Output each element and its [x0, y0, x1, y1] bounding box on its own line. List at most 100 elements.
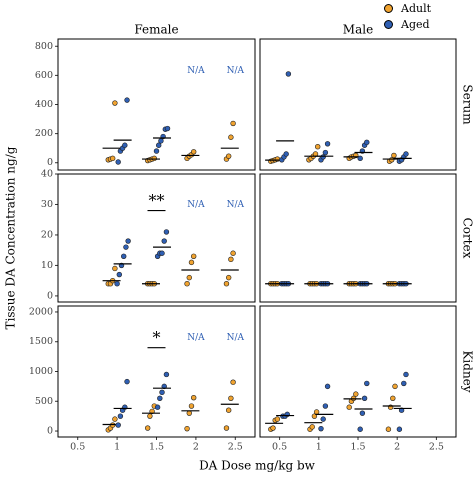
point-kidney-female-aged-1-4	[124, 378, 130, 385]
na-label-serum-female-0: N/A	[187, 66, 205, 76]
na-label-serum-female-1: N/A	[227, 66, 245, 76]
point-serum-female-aged-1.5-5	[164, 125, 171, 132]
y-tick-label-cortex-0: 0	[47, 290, 53, 301]
point-kidney-female-adult-2.5-0	[223, 425, 230, 431]
y-tick-label-kidney-3: 1500	[29, 336, 53, 347]
point-kidney-female-adult-1-3	[112, 416, 118, 422]
x-tick-label-male-2: 1.5	[350, 442, 365, 453]
legend-dot-aged	[384, 19, 393, 29]
point-kidney-male-aged-1.5-1	[359, 410, 366, 416]
point-serum-female-aged-1.5-0	[153, 148, 160, 154]
panel-kidney-male	[259, 305, 457, 438]
row-label-cortex: Cortex	[461, 218, 474, 259]
y-tick-label-serum-2: 400	[35, 99, 53, 110]
y-tick-label-cortex-2: 20	[41, 229, 53, 240]
point-kidney-female-aged-1-0	[115, 422, 121, 428]
point-serum-female-adult-1-2	[109, 155, 116, 162]
point-cortex-female-adult-2-0	[184, 281, 190, 287]
na-label-cortex-female-1: N/A	[227, 200, 245, 210]
y-tick-label-serum-1: 200	[35, 128, 53, 139]
x-tick-label-female-2: 1.5	[149, 442, 164, 453]
point-serum-female-adult-1-3	[112, 100, 118, 106]
point-kidney-male-aged-1-0	[318, 425, 324, 432]
point-kidney-male-aged-1-1	[320, 416, 326, 422]
point-kidney-male-aged-1-3	[324, 383, 331, 390]
y-tick-label-kidney-1: 500	[35, 396, 53, 407]
y-tick-label-cortex-1: 10	[41, 260, 53, 271]
point-serum-male-aged-0.5-3	[285, 71, 292, 77]
point-kidney-male-aged-1.5-2	[361, 395, 368, 401]
point-cortex-female-aged-1-0	[114, 281, 120, 287]
legend-label-adult: Adult	[401, 1, 432, 15]
point-kidney-female-adult-1.5-0	[144, 425, 151, 431]
x-tick-label-male-0: 0.5	[272, 442, 287, 453]
panel-serum-male	[259, 38, 457, 171]
point-serum-male-adult-2-1	[389, 157, 395, 163]
legend-item-adult: Adult	[384, 0, 431, 16]
y-tick-label-kidney-4: 2000	[29, 306, 53, 317]
point-kidney-male-adult-1.5-3	[353, 391, 359, 397]
row-label-serum: Serum	[461, 84, 474, 125]
x-tick-label-male-4: 2.5	[429, 442, 444, 453]
point-kidney-male-aged-2-2	[401, 380, 407, 387]
point-kidney-male-adult-0.5-3	[274, 416, 281, 422]
point-kidney-female-aged-1.5-1	[157, 395, 163, 401]
point-cortex-female-aged-1.5-3	[161, 238, 167, 244]
legend: Adult Aged	[384, 0, 431, 32]
point-kidney-male-aged-1-2	[322, 403, 329, 409]
point-serum-male-aged-1.5-3	[364, 139, 370, 146]
point-serum-female-adult-2.5-2	[228, 134, 234, 140]
point-serum-female-adult-2-3	[190, 149, 197, 155]
column-label-female: Female	[134, 23, 178, 37]
point-cortex-female-adult-2-1	[186, 274, 192, 281]
point-cortex-female-adult-2-2	[188, 259, 195, 266]
point-cortex-female-aged-1.5-2	[159, 250, 165, 256]
point-cortex-female-aged-1-4	[123, 244, 129, 250]
na-label-kidney-female-1: N/A	[227, 333, 245, 343]
legend-dot-adult	[384, 3, 393, 13]
point-cortex-female-adult-2.5-0	[223, 281, 230, 287]
panel-cortex-female	[57, 173, 256, 303]
x-axis-title: DA Dose mg/kg bw	[199, 459, 316, 473]
point-serum-female-adult-2.5-1	[225, 153, 232, 159]
point-serum-male-aged-1.5-0	[357, 155, 363, 162]
point-cortex-female-aged-1-3	[121, 253, 127, 259]
point-kidney-female-adult-2-3	[190, 395, 197, 401]
point-kidney-male-adult-1-1	[309, 424, 315, 430]
row-label-kidney: Kidney	[461, 350, 474, 392]
point-kidney-female-adult-2-1	[186, 410, 192, 416]
x-tick-label-female-3: 2	[193, 442, 199, 453]
na-label-kidney-female-0: N/A	[187, 333, 205, 343]
point-kidney-female-aged-1-1	[117, 413, 124, 419]
panel-kidney-female	[57, 305, 256, 438]
y-axis-title: Tissue DA Concentration ng/g	[4, 146, 18, 329]
point-kidney-male-aged-1.5-3	[364, 380, 370, 387]
x-tick-label-female-0: 0.5	[70, 442, 85, 453]
point-kidney-female-adult-2-2	[188, 403, 195, 409]
na-label-cortex-female-0: N/A	[187, 200, 205, 210]
legend-item-aged: Aged	[384, 16, 431, 32]
point-serum-female-aged-1.5-1	[156, 142, 162, 148]
point-serum-female-adult-2.5-3	[230, 120, 236, 127]
point-kidney-female-adult-1.5-1	[147, 413, 153, 419]
legend-label-aged: Aged	[401, 17, 430, 31]
point-kidney-female-aged-1.5-4	[163, 371, 170, 378]
point-serum-male-aged-1-3	[324, 141, 331, 147]
point-kidney-female-adult-2.5-1	[225, 407, 232, 413]
y-tick-label-serum-3: 600	[35, 70, 53, 81]
point-kidney-male-adult-2-2	[390, 395, 396, 401]
point-serum-female-aged-1-4	[124, 97, 130, 103]
point-kidney-male-aged-2-0	[396, 426, 403, 432]
sig-label-cortex-female-0: **	[149, 191, 165, 210]
point-kidney-male-adult-0.5-1	[270, 425, 276, 431]
point-serum-male-adult-1-4	[315, 144, 321, 150]
x-tick-label-female-4: 2.5	[228, 442, 243, 453]
point-cortex-female-aged-1-5	[125, 238, 131, 244]
point-cortex-female-aged-1-1	[116, 271, 123, 278]
point-kidney-male-adult-2-0	[385, 426, 392, 432]
point-serum-male-adult-2-2	[391, 152, 397, 159]
y-tick-label-cortex-4: 40	[41, 169, 53, 180]
x-tick-label-male-1: 1	[316, 442, 322, 453]
sig-label-kidney-female-0: *	[153, 328, 161, 347]
